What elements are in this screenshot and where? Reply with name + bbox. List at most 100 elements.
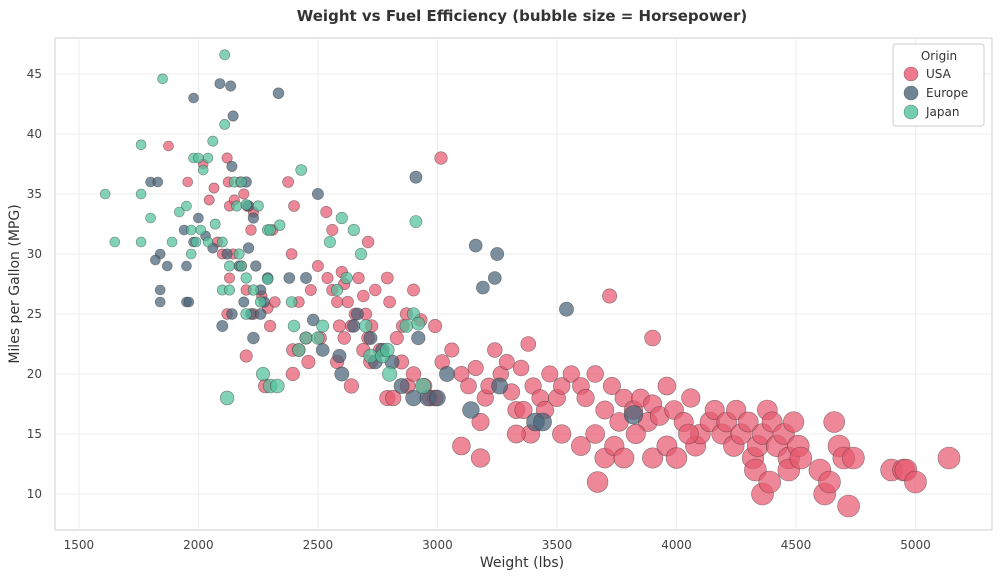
data-point-usa: [823, 411, 846, 433]
data-point-usa: [818, 470, 841, 494]
data-point-japan: [340, 271, 353, 285]
data-point-usa: [321, 271, 334, 284]
data-point-usa: [562, 365, 580, 383]
data-point-usa: [341, 295, 354, 309]
data-point-usa: [514, 400, 533, 419]
data-point-usa: [434, 151, 448, 165]
legend: Origin USA Europe Japan: [892, 43, 985, 127]
data-point-japan: [185, 248, 197, 260]
data-point-usa: [467, 359, 484, 376]
data-point-europe: [462, 401, 480, 419]
data-point-japan: [224, 284, 236, 296]
data-point-japan: [109, 236, 121, 248]
data-point-usa: [221, 152, 233, 164]
data-point-usa: [203, 194, 215, 206]
data-point-usa: [585, 424, 606, 444]
data-point-usa: [444, 342, 460, 358]
data-point-usa: [644, 329, 661, 347]
data-point-europe: [193, 212, 204, 224]
data-point-japan: [415, 377, 432, 394]
data-point-usa: [288, 200, 300, 212]
data-point-usa: [498, 353, 515, 370]
data-point-japan: [135, 188, 147, 200]
data-point-usa: [937, 446, 961, 470]
data-point-europe: [307, 313, 320, 327]
data-point-europe: [300, 272, 312, 284]
data-point-japan: [331, 283, 344, 296]
data-point-japan: [157, 73, 168, 85]
data-point-europe: [152, 176, 164, 188]
data-point-usa: [337, 331, 351, 345]
data-point-usa: [571, 436, 591, 456]
data-point-japan: [190, 236, 202, 248]
data-point-japan: [240, 199, 252, 211]
y-tick-label: 10: [27, 487, 42, 501]
data-point-europe: [409, 170, 423, 184]
data-point-usa: [789, 446, 813, 470]
data-point-usa: [326, 224, 339, 237]
data-point-japan: [409, 215, 423, 228]
data-point-japan: [231, 200, 243, 212]
data-point-europe: [154, 296, 166, 308]
legend-marker-usa: [903, 66, 919, 82]
data-point-europe: [623, 405, 644, 425]
x-tick-labels: 1500 2000 2500 3000 3500 4000 4500 5000: [64, 538, 931, 552]
data-point-japan: [295, 164, 308, 176]
y-tick-label: 20: [27, 367, 42, 381]
legend-label-europe: Europe: [926, 86, 968, 100]
y-tick-label: 30: [27, 247, 42, 261]
data-point-europe: [247, 331, 260, 345]
data-point-japan: [382, 366, 398, 382]
data-point-japan: [240, 308, 252, 320]
data-point-japan: [411, 316, 426, 331]
data-point-europe: [227, 110, 239, 122]
data-point-japan: [193, 152, 204, 164]
data-point-europe: [225, 80, 237, 92]
data-point-europe: [254, 308, 267, 320]
data-point-europe: [411, 330, 426, 346]
bubble-layer: [99, 49, 961, 518]
data-point-japan: [195, 224, 207, 236]
data-point-europe: [226, 308, 238, 320]
legend-title: Origin: [921, 49, 957, 63]
data-point-usa: [389, 330, 404, 345]
data-point-usa: [904, 470, 927, 494]
data-point-japan: [207, 135, 219, 147]
data-point-japan: [219, 119, 231, 130]
data-point-usa: [782, 411, 805, 433]
x-tick-label: 4000: [661, 538, 692, 552]
data-point-europe: [332, 348, 347, 363]
series-japan: [99, 49, 432, 406]
data-point-japan: [135, 236, 147, 248]
data-point-europe: [226, 160, 238, 172]
data-point-europe: [347, 319, 361, 333]
data-point-usa: [512, 359, 530, 377]
data-point-europe: [150, 254, 161, 266]
data-point-usa: [264, 319, 277, 333]
data-point-usa: [332, 319, 346, 333]
legend-label-japan: Japan: [925, 105, 959, 119]
y-tick-label: 45: [27, 67, 42, 81]
data-point-japan: [202, 152, 214, 164]
data-point-usa: [613, 447, 635, 469]
data-point-usa: [361, 235, 375, 249]
data-point-usa: [301, 354, 316, 369]
data-point-usa: [304, 284, 317, 296]
data-point-europe: [491, 377, 509, 395]
data-point-europe: [243, 242, 255, 254]
data-point-japan: [311, 331, 325, 345]
data-point-usa: [595, 400, 615, 420]
data-point-japan: [224, 260, 236, 272]
data-point-japan: [255, 296, 267, 308]
data-point-japan: [264, 224, 276, 236]
data-point-usa: [405, 366, 422, 382]
data-point-usa: [642, 447, 664, 469]
data-point-japan: [269, 378, 285, 394]
data-point-europe: [490, 247, 505, 261]
data-point-europe: [162, 260, 173, 272]
data-point-japan: [135, 139, 147, 151]
legend-label-usa: USA: [926, 67, 952, 81]
data-point-japan: [323, 236, 336, 249]
data-point-usa: [678, 423, 699, 445]
